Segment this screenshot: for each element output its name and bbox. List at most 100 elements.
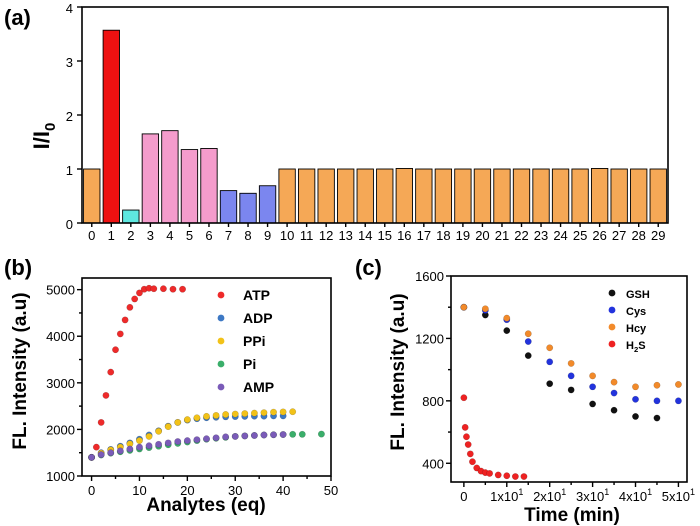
point-atp	[121, 316, 129, 324]
bar-12	[317, 168, 335, 224]
bar-28	[630, 168, 648, 224]
panel-c-xlabel: Time (min)	[524, 505, 620, 526]
point-ppi	[193, 414, 201, 422]
panel-b-label: (b)	[4, 255, 32, 280]
point-cys	[632, 395, 639, 403]
panel-c-ylabel: FL. Intensity (a.u)	[388, 293, 409, 450]
point-hcy	[589, 372, 597, 380]
point-atp	[126, 303, 134, 311]
bar-18	[434, 168, 453, 224]
x-tick-label: 25	[573, 228, 587, 243]
point-hcy	[632, 383, 639, 391]
y-tick-label: 4	[66, 1, 73, 16]
bar-4	[161, 130, 179, 224]
bar-7	[219, 190, 238, 224]
point-ppi	[203, 412, 210, 420]
panel-c-yticks: 400 800 1200 1600	[415, 269, 451, 471]
legend-marker-ppi	[217, 337, 225, 345]
x-tick-label: 4x101	[619, 487, 652, 504]
point-atp	[159, 285, 167, 293]
panel-b-ylabel: FL. Intensity (a.u)	[10, 292, 31, 449]
point-ppi	[250, 409, 258, 417]
x-tick-label: 30	[228, 483, 242, 498]
point-gsh	[610, 406, 618, 414]
x-tick-label: 4	[166, 228, 173, 243]
panel-b-frame	[81, 277, 332, 477]
point-atp	[131, 295, 139, 303]
legend-label-h2s: H2S	[626, 340, 646, 354]
panel-c-points	[460, 303, 682, 480]
point-h2s	[460, 394, 468, 402]
x-tick-label: 26	[592, 228, 606, 243]
point-amp	[231, 432, 239, 440]
legend-label-amp: AMP	[243, 379, 274, 395]
bar-23	[532, 168, 550, 224]
bar-15	[376, 168, 394, 224]
x-tick-label: 10	[280, 228, 294, 243]
point-ppi	[145, 432, 153, 440]
y-tick-label: 1600	[415, 269, 444, 284]
point-h2s	[511, 473, 519, 480]
y-tick-label: 800	[422, 394, 444, 409]
point-h2s	[520, 473, 528, 480]
x-tick-label: 7	[225, 228, 232, 243]
x-tick-label: 20	[475, 228, 489, 243]
bar-26	[590, 168, 609, 224]
panel-c-label: (c)	[355, 255, 382, 280]
point-atp	[179, 285, 187, 293]
point-cys	[674, 397, 682, 405]
bar-0	[83, 168, 101, 224]
point-ppi	[222, 411, 230, 418]
legend-marker-gsh	[608, 289, 616, 297]
point-hcy	[610, 378, 618, 386]
point-ppi	[174, 418, 182, 426]
point-hcy	[674, 381, 682, 388]
x-tick-label: 3	[147, 228, 154, 243]
point-amp	[126, 445, 134, 453]
x-tick-label: 14	[358, 228, 372, 243]
bar-5	[180, 149, 199, 224]
x-tick-label: 20	[180, 483, 194, 498]
point-amp	[174, 438, 182, 445]
point-amp	[116, 447, 124, 455]
x-tick-label: 2	[127, 228, 134, 243]
x-tick-label: 17	[417, 228, 431, 243]
point-h2s	[503, 472, 511, 480]
bar-8	[239, 192, 257, 224]
point-amp	[136, 443, 143, 451]
panel-c-legend: GSH Cys Hcy H2S	[608, 289, 650, 354]
x-tick-label: 0	[88, 483, 95, 498]
point-amp	[250, 432, 258, 439]
x-tick-label: 0	[460, 489, 467, 504]
x-tick-label: 40	[276, 483, 290, 498]
point-gsh	[653, 414, 661, 422]
bar-11	[297, 168, 316, 224]
legend-marker-hcy	[608, 323, 616, 331]
legend-marker-amp	[217, 383, 225, 391]
point-pi	[289, 430, 297, 438]
x-tick-label: 24	[553, 228, 567, 243]
point-atp	[136, 289, 143, 297]
bar-2	[122, 209, 140, 224]
x-tick-label: 5	[186, 228, 193, 243]
x-tick-label: 1x101	[490, 487, 523, 504]
point-amp	[97, 451, 105, 459]
point-atp	[92, 443, 100, 451]
panel-a: (a) I/I0 0 1 2 3 4 5 6 7 8 9 10 11 12 13 14 15 16 17 18 19 2…	[4, 1, 669, 243]
point-amp	[222, 433, 230, 441]
y-tick-label: 2	[66, 109, 73, 124]
point-amp	[107, 449, 115, 457]
bar-14	[356, 168, 374, 224]
panel-c-xticks: 0 1x101 2x101 3x101 4x101 5x101	[460, 482, 695, 504]
panel-b-legend: ATP ADP PPi Pi AMP	[217, 287, 274, 395]
point-hcy	[653, 381, 661, 389]
bar-29	[649, 168, 667, 224]
point-ppi	[155, 427, 163, 435]
bar-22	[512, 168, 531, 224]
point-atp	[150, 285, 158, 293]
x-tick-label: 1	[108, 228, 115, 243]
y-tick-label: 1200	[415, 331, 444, 346]
point-atp	[169, 285, 177, 293]
